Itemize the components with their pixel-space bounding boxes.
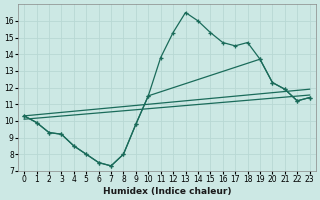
X-axis label: Humidex (Indice chaleur): Humidex (Indice chaleur): [103, 187, 231, 196]
